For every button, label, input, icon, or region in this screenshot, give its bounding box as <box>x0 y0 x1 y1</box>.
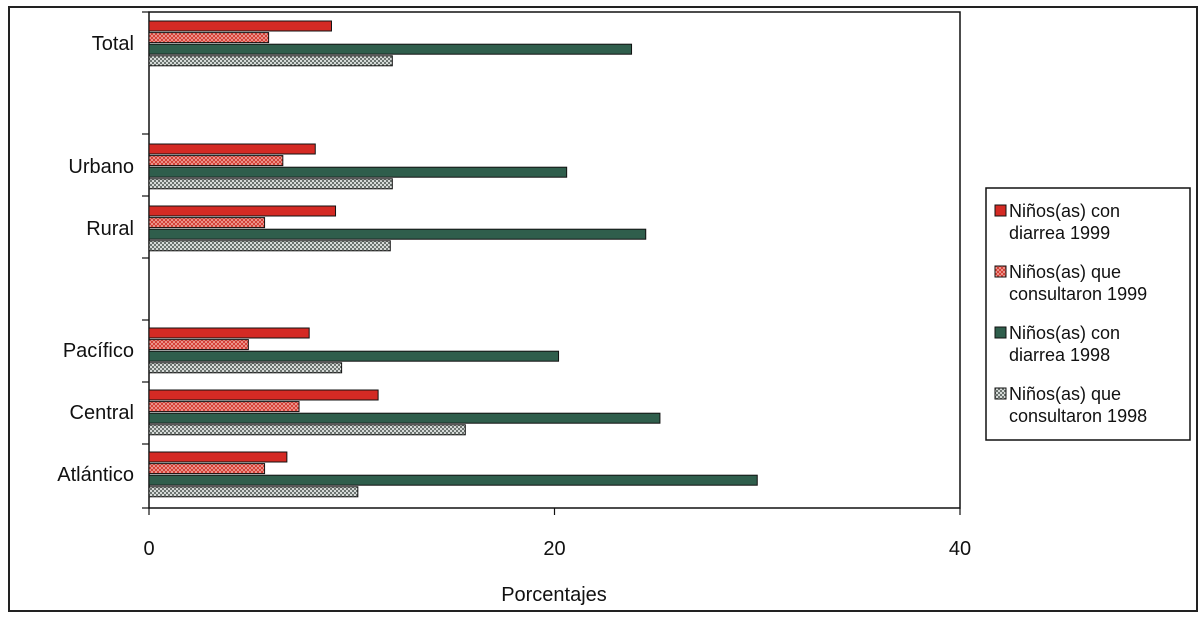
y-tick-label: Central <box>70 402 134 424</box>
bar-5-1 <box>148 463 266 475</box>
bar-5-3 <box>148 486 359 498</box>
bar-2-0 <box>148 205 337 217</box>
bar-5-0 <box>148 451 288 463</box>
legend-label: Niños(as) con diarrea 1998 <box>1009 323 1120 365</box>
bar-3-3 <box>148 362 343 374</box>
bar-0-0 <box>148 20 332 32</box>
bar-0-2 <box>148 43 633 55</box>
bar-3-2 <box>148 350 560 362</box>
legend-swatch <box>994 265 1007 278</box>
chart-frame: Total Urbano Rural Pacífico Central Atlántico… <box>8 6 1198 612</box>
legend-swatch <box>994 326 1007 339</box>
legend-swatch <box>994 387 1007 400</box>
bar-4-2 <box>148 412 661 424</box>
legend-box <box>985 187 1191 441</box>
legend-label: Niños(as) que consultaron 1999 <box>1009 262 1147 304</box>
x-axis: 0 20 40 <box>143 508 971 560</box>
legend-swatch <box>994 204 1007 217</box>
bar-1-1 <box>148 155 284 167</box>
y-axis-labels: Total Urbano Rural Pacífico Central Atlántico <box>57 11 149 509</box>
x-tick-label: 20 <box>543 538 565 560</box>
bar-4-3 <box>148 424 466 436</box>
x-axis-title: Porcentajes <box>501 584 607 606</box>
bar-1-3 <box>148 178 393 190</box>
y-tick-label: Urbano <box>68 156 134 178</box>
x-tick-label: 0 <box>143 538 154 560</box>
bar-4-1 <box>148 401 300 413</box>
y-tick-label: Atlántico <box>57 464 134 486</box>
bar-chart: Total Urbano Rural Pacífico Central Atlántico… <box>57 11 1191 606</box>
bar-3-1 <box>148 339 249 351</box>
bar-3-0 <box>148 327 310 339</box>
legend-label: Niños(as) que consultaron 1998 <box>1009 384 1147 426</box>
bar-0-1 <box>148 32 270 44</box>
bar-5-2 <box>148 474 758 486</box>
legend-label: Niños(as) con diarrea 1999 <box>1009 201 1120 243</box>
bar-2-1 <box>148 217 266 229</box>
bar-2-2 <box>148 228 647 240</box>
y-tick-label: Rural <box>86 218 134 240</box>
plot-area <box>148 11 961 509</box>
bar-1-2 <box>148 166 568 178</box>
legend: Niños(as) con diarrea 1999 Niños(as) que co… <box>985 187 1191 441</box>
bar-4-0 <box>148 389 379 401</box>
x-tick-label: 40 <box>949 538 971 560</box>
bar-2-3 <box>148 240 391 252</box>
y-tick-label: Total <box>92 33 134 55</box>
bar-1-0 <box>148 143 316 155</box>
bar-0-3 <box>148 55 393 67</box>
y-tick-label: Pacífico <box>63 340 134 362</box>
